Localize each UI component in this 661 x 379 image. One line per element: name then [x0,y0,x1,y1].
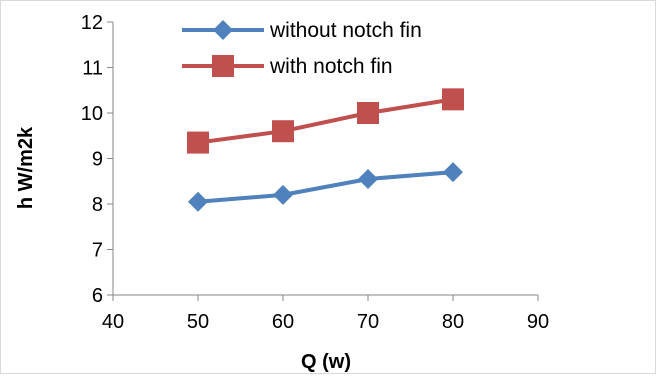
y-tick-label: 12 [81,12,103,34]
legend-marker [213,20,233,40]
y-tick-label: 6 [92,285,103,307]
legend-marker [212,55,234,77]
y-tick-label: 9 [92,149,103,171]
data-point [187,131,209,154]
x-tick-label: 60 [272,311,294,333]
data-point [188,191,208,212]
x-tick-label: 40 [102,311,124,333]
data-point [273,184,293,205]
x-tick-label: 90 [527,311,549,333]
series-line [197,170,454,204]
x-tick-label: 50 [187,311,209,333]
y-tick-label: 8 [92,194,103,216]
y-axis-title: h W/m2k [15,126,37,209]
data-point [443,162,463,183]
series-without-notch-fin [188,162,463,212]
data-point [272,120,294,143]
y-tick-label: 10 [81,103,103,125]
x-tick-label: 70 [357,311,379,333]
x-axis-title: Q (w) [301,351,351,373]
series-line [197,97,454,145]
legend-label: with notch fin [269,55,393,78]
data-point [358,168,378,189]
series-with-notch-fin [187,88,464,154]
legend-label: without notch fin [269,19,422,42]
x-tick-label: 80 [442,311,464,333]
legend-item: without notch fin [182,19,422,42]
legend: without notch fin with notch fin [182,19,422,78]
axes-layer: 6 7 8 9 10 11 12 40 50 60 70 80 90 [81,12,549,333]
data-point [442,88,464,111]
data-point [357,102,379,124]
y-tick-label: 11 [82,58,103,80]
legend-item: with notch fin [182,55,393,78]
y-tick-label: 7 [92,240,103,262]
series-layer [187,88,464,212]
